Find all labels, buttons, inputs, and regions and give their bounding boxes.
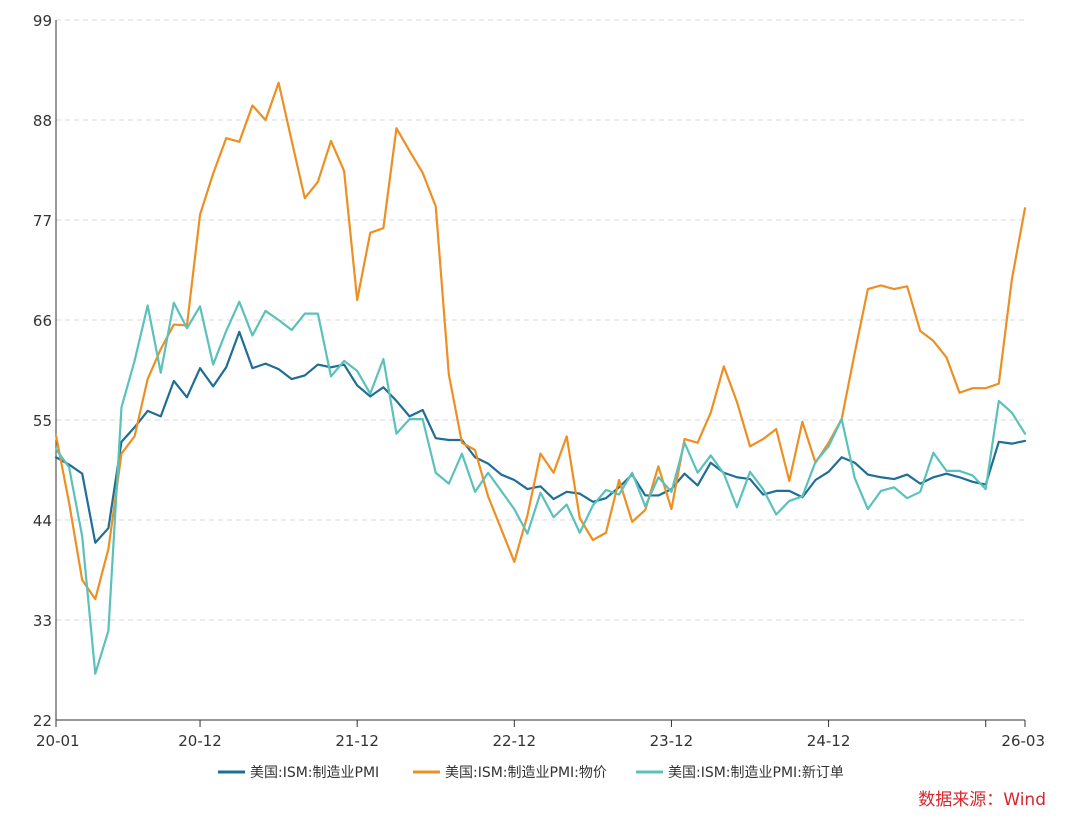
x-tick-label: 20-12 (178, 732, 222, 750)
series-line-2 (54, 81, 1027, 601)
x-tick-label: 21-12 (335, 732, 379, 750)
y-tick-label: 77 (33, 212, 52, 230)
y-tick-label: 88 (33, 112, 52, 130)
legend-label: 美国:ISM:制造业PMI:物价 (445, 765, 607, 781)
x-tick-label: 26-03 (1001, 732, 1045, 750)
x-tick-label: 23-12 (650, 732, 694, 750)
y-tick-label: 99 (33, 12, 52, 30)
source-note: 数据来源：Wind (918, 790, 1046, 810)
x-tick-label: 24-12 (807, 732, 851, 750)
series-lines (54, 81, 1027, 675)
legend-label: 美国:ISM:制造业PMI (250, 765, 379, 781)
axes: 22 33 44 55 66 77 88 99 20-01 20-12 21-12 22-12 23-1… (33, 12, 1045, 750)
y-tick-label: 22 (33, 712, 52, 730)
legend-item-3: 美国:ISM:制造业PMI:新订单 (636, 765, 844, 781)
series-line-3 (54, 300, 1027, 675)
y-tick-label: 55 (33, 412, 52, 430)
y-tick-label: 33 (33, 612, 52, 630)
y-tick-label: 66 (33, 312, 52, 330)
x-tick-label: 22-12 (493, 732, 537, 750)
series-line-1 (54, 330, 1027, 544)
legend: 美国:ISM:制造业PMI 美国:ISM:制造业PMI:物价 美国:ISM:制造业P… (218, 765, 844, 781)
x-tick-label: 20-01 (36, 732, 80, 750)
legend-item-1: 美国:ISM:制造业PMI (218, 765, 379, 781)
y-tick-label: 44 (33, 512, 52, 530)
gridlines (56, 19, 1025, 621)
legend-label: 美国:ISM:制造业PMI:新订单 (668, 765, 844, 781)
legend-item-2: 美国:ISM:制造业PMI:物价 (413, 765, 607, 781)
